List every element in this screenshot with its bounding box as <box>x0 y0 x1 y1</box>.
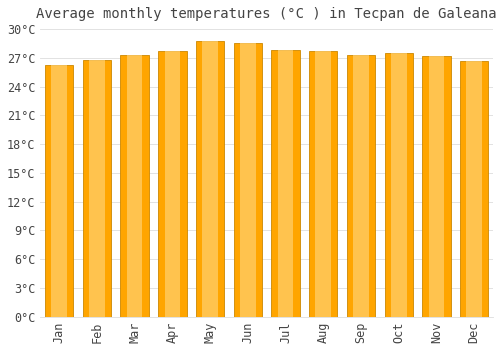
Bar <box>196 41 224 317</box>
Bar <box>391 53 406 317</box>
Bar <box>353 55 369 317</box>
Bar <box>428 56 444 317</box>
Bar <box>83 60 111 317</box>
Bar <box>316 51 331 317</box>
Bar <box>158 51 186 317</box>
Bar <box>52 64 67 317</box>
Bar <box>202 41 218 317</box>
Bar <box>240 43 256 317</box>
Bar <box>309 51 338 317</box>
Bar <box>466 61 482 317</box>
Bar <box>234 43 262 317</box>
Bar <box>120 55 149 317</box>
Bar <box>278 50 293 317</box>
Bar <box>347 55 375 317</box>
Bar <box>45 64 74 317</box>
Bar <box>422 56 450 317</box>
Title: Average monthly temperatures (°C ) in Tecpan de Galeana: Average monthly temperatures (°C ) in Te… <box>36 7 497 21</box>
Bar <box>89 60 104 317</box>
Bar <box>127 55 142 317</box>
Bar <box>164 51 180 317</box>
Bar <box>272 50 299 317</box>
Bar <box>460 61 488 317</box>
Bar <box>384 53 413 317</box>
